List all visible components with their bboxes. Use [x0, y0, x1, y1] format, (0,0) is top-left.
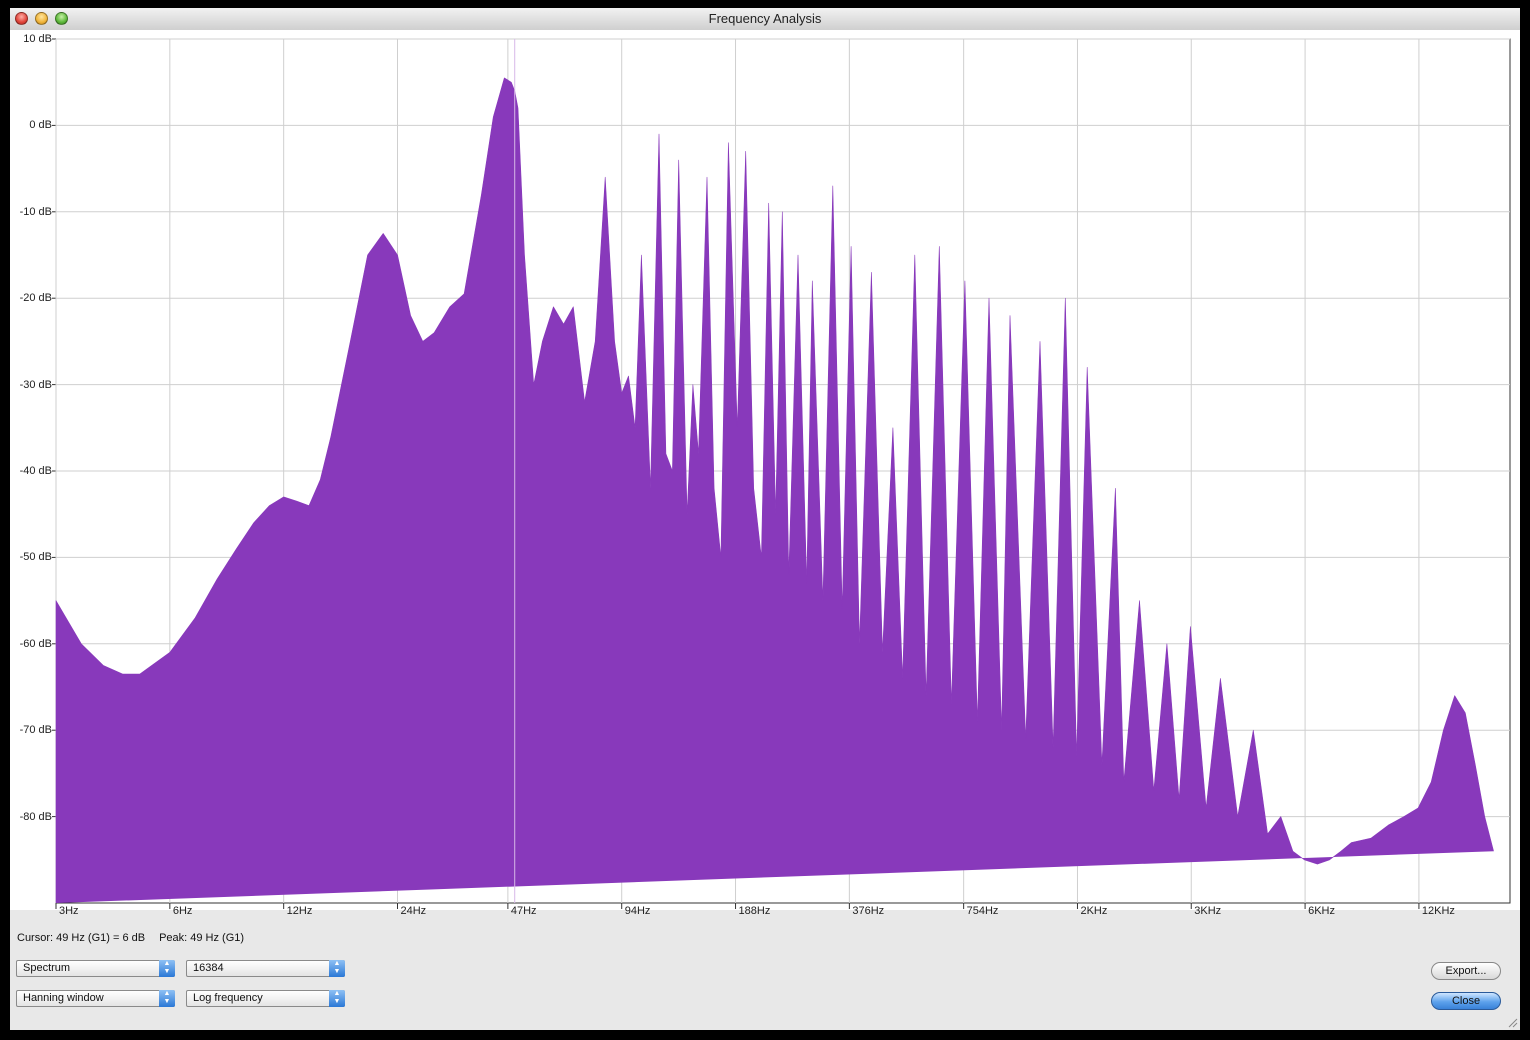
- status-line: Cursor: 49 Hz (G1) = 6 dB Peak: 49 Hz (G1…: [17, 932, 258, 944]
- x-axis-label: 24Hz: [400, 905, 427, 917]
- y-axis-label: 0 dB: [29, 119, 52, 132]
- peak-readout: Peak: 49 Hz (G1): [159, 932, 245, 944]
- x-axis-label: 376Hz: [852, 905, 885, 917]
- size-select[interactable]: 16384 ▲ ▼: [186, 960, 345, 977]
- y-axis-label: -80 dB: [19, 810, 52, 823]
- x-axis-label: 94Hz: [624, 905, 651, 917]
- window-title: Frequency Analysis: [708, 11, 822, 26]
- y-axis-label: -50 dB: [19, 551, 52, 564]
- select-arrows-icon: ▲ ▼: [329, 990, 345, 1007]
- y-axis-label: -30 dB: [19, 378, 52, 391]
- y-axis-label: -70 dB: [19, 724, 52, 737]
- window-function-select-value: Hanning window: [23, 992, 104, 1004]
- select-arrows-icon: ▲ ▼: [159, 990, 175, 1007]
- window-function-select[interactable]: Hanning window ▲ ▼: [16, 990, 175, 1007]
- title-bar[interactable]: Frequency Analysis: [10, 8, 1520, 31]
- x-axis-label: 12KHz: [1421, 905, 1455, 917]
- x-axis-label: 6KHz: [1308, 905, 1335, 917]
- x-axis-label: 188Hz: [738, 905, 771, 917]
- algorithm-select[interactable]: Spectrum ▲ ▼: [16, 960, 175, 977]
- select-arrows-icon: ▲ ▼: [329, 960, 345, 977]
- spectrum-area: [55, 77, 1494, 903]
- spectrum-chart[interactable]: [10, 30, 1520, 910]
- resize-grip-icon[interactable]: [1506, 1016, 1518, 1028]
- y-axis-label: -10 dB: [19, 205, 52, 218]
- x-axis-label: 3KHz: [1194, 905, 1222, 917]
- zoom-window-icon[interactable]: [55, 12, 68, 25]
- y-axis-label: -40 dB: [19, 465, 52, 477]
- close-window-icon[interactable]: [15, 12, 28, 25]
- frequency-analysis-window: Frequency Analysis 10 dB 0 dB -10 dB -20 dB…: [10, 8, 1520, 1030]
- axis-select[interactable]: Log frequency ▲ ▼: [186, 990, 345, 1007]
- x-axis-label: 6Hz: [172, 905, 193, 917]
- cursor-readout: Cursor: 49 Hz (G1) = 6 dB: [17, 932, 146, 944]
- y-axis-label: -60 dB: [19, 637, 52, 650]
- axis-select-value: Log frequency: [193, 992, 263, 1004]
- y-axis-label: -20 dB: [19, 292, 52, 305]
- algorithm-select-value: Spectrum: [23, 962, 71, 974]
- select-arrows-icon: ▲ ▼: [159, 960, 175, 977]
- x-axis-label: 2KHz: [1080, 905, 1108, 917]
- x-axis-label: 3Hz: [59, 905, 79, 917]
- close-button[interactable]: Close: [1431, 992, 1501, 1010]
- x-axis-label: 754Hz: [966, 905, 999, 917]
- minimize-window-icon[interactable]: [35, 12, 48, 25]
- spectrum-plot[interactable]: 10 dB 0 dB -10 dB -20 dB -30 dB -40 dB -50 dB -…: [10, 30, 1520, 917]
- size-select-value: 16384: [193, 962, 224, 974]
- x-axis-label: 12Hz: [286, 905, 313, 917]
- export-button[interactable]: Export...: [1431, 962, 1501, 980]
- y-axis-label: 10 dB: [23, 33, 52, 45]
- x-axis-label: 47Hz: [510, 905, 537, 917]
